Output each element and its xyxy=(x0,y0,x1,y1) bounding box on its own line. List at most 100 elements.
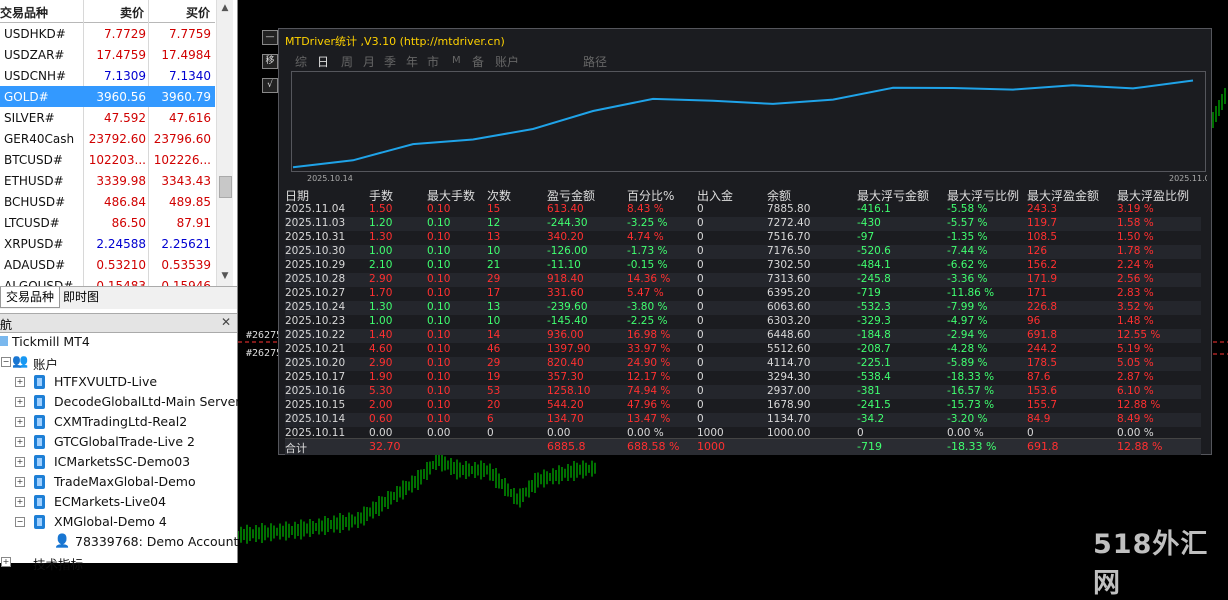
collapse-icon[interactable]: − xyxy=(15,517,25,527)
table-cell: 0 xyxy=(697,385,704,397)
table-cell: 0.00 xyxy=(547,427,571,439)
balance-curve: 2025.10.14 2025.11.04 xyxy=(291,71,1207,183)
nav-monthly[interactable]: 月 xyxy=(363,55,376,69)
table-cell: 2025.10.28 xyxy=(285,273,346,285)
close-icon[interactable]: ✕ xyxy=(220,315,231,329)
move-button[interactable]: 移 xyxy=(262,54,278,69)
table-cell: 2025.10.20 xyxy=(285,357,346,369)
table-cell: -6.62 % xyxy=(947,259,988,271)
expand-icon[interactable]: + xyxy=(15,457,25,467)
check-button[interactable]: √ xyxy=(262,78,278,93)
market-watch-row[interactable]: XRPUSD# 2.24588 2.25621 xyxy=(0,233,215,254)
market-watch-row[interactable]: LTCUSD# 86.50 87.91 xyxy=(0,212,215,233)
table-cell: 74.94 % xyxy=(627,385,671,397)
table-cell: 1258.10 xyxy=(547,385,591,397)
table-cell: 244.2 xyxy=(1027,343,1058,355)
scroll-thumb[interactable] xyxy=(219,176,232,198)
market-watch-row[interactable]: BTCUSD# 102203... 102226... xyxy=(0,149,215,170)
nav-backup[interactable]: 备 xyxy=(472,55,485,69)
bid-price: 7.1309 xyxy=(104,69,146,83)
table-cell: -5.57 % xyxy=(947,217,988,229)
table-cell: -2.94 % xyxy=(947,329,988,341)
nav-market[interactable]: 市 xyxy=(427,55,440,69)
navigator-title: 航 xyxy=(0,318,13,332)
expand-icon[interactable]: + xyxy=(15,397,25,407)
nav-weekly[interactable]: 周 xyxy=(341,55,354,69)
nav-path[interactable]: 路径 xyxy=(583,55,608,69)
market-watch-row[interactable]: ETHUSD# 3339.98 3343.43 xyxy=(0,170,215,191)
market-watch-row[interactable]: GER40Cash 23792.60 23796.60 xyxy=(0,128,215,149)
table-cell: -16.57 % xyxy=(947,385,995,397)
table-cell: 0.00 xyxy=(427,427,451,439)
tab-tick-chart[interactable]: 即时图 xyxy=(63,290,100,304)
navigator-titlebar: 航 ✕ xyxy=(0,313,237,333)
table-cell: -241.5 xyxy=(857,399,891,411)
table-cell: -2.25 % xyxy=(627,315,668,327)
market-watch-row[interactable]: USDHKD# 7.7729 7.7759 xyxy=(0,23,215,44)
table-cell: 19 xyxy=(487,371,501,383)
table-cell: -11.10 xyxy=(547,259,581,271)
ask-price: 2.25621 xyxy=(161,237,211,251)
market-watch-scrollbar[interactable]: ▲ ▼ xyxy=(216,0,233,286)
scroll-up-icon[interactable]: ▲ xyxy=(221,3,229,13)
symbol-name: ETHUSD# xyxy=(4,174,64,188)
collapse-icon[interactable]: − xyxy=(1,357,11,367)
symbol-column-header[interactable]: 交易品种 xyxy=(0,6,49,20)
expand-icon[interactable]: + xyxy=(15,417,25,427)
nav-quarterly[interactable]: 季 xyxy=(384,55,397,69)
table-row: 2025.10.24 1.30 0.10 13 -239.60 -3.80 % 0 6063.… xyxy=(285,301,1201,315)
nav-m[interactable]: M xyxy=(452,55,461,66)
nav-account[interactable]: 账户 xyxy=(495,55,520,69)
nav-daily[interactable]: 日 xyxy=(317,55,330,69)
minimize-button[interactable]: — xyxy=(262,30,278,45)
table-cell: 14 xyxy=(487,329,501,341)
scroll-down-icon[interactable]: ▼ xyxy=(221,271,229,281)
bid-column-header[interactable]: 卖价 xyxy=(120,6,145,20)
table-cell: -145.40 xyxy=(547,315,588,327)
nav-summary[interactable]: 综 xyxy=(295,55,308,69)
ask-price: 102226... xyxy=(153,153,211,167)
nav-yearly[interactable]: 年 xyxy=(406,55,419,69)
market-watch-row[interactable]: USDCNH# 7.1309 7.1340 xyxy=(0,65,215,86)
column-divider xyxy=(83,0,84,286)
table-cell: 13.47 % xyxy=(627,413,671,425)
column-header: 出入金 xyxy=(697,189,734,203)
symbol-name: BTCUSD# xyxy=(4,153,63,167)
table-cell: 0 xyxy=(697,287,704,299)
table-cell: 6395.20 xyxy=(767,287,811,299)
bid-price: 3960.56 xyxy=(96,90,146,104)
table-cell: 6303.20 xyxy=(767,315,811,327)
table-row: 2025.10.28 2.90 0.10 29 918.40 14.36 % 0 7313.6… xyxy=(285,273,1201,287)
expand-icon[interactable]: + xyxy=(15,477,25,487)
table-cell: 7885.80 xyxy=(767,203,811,215)
table-cell: 0 xyxy=(697,203,704,215)
table-cell: 5512.60 xyxy=(767,343,811,355)
market-watch-row[interactable]: USDZAR# 17.4759 17.4984 xyxy=(0,44,215,65)
table-cell: -97 xyxy=(857,231,875,243)
expand-icon[interactable]: + xyxy=(15,377,25,387)
expand-icon[interactable]: + xyxy=(15,437,25,447)
table-cell: 12.88 % xyxy=(1117,399,1161,411)
table-cell: 96 xyxy=(1027,315,1041,327)
expand-icon[interactable]: + xyxy=(1,557,11,567)
table-cell: 243.3 xyxy=(1027,203,1058,215)
table-cell: 936.00 xyxy=(547,329,584,341)
table-cell: 0.00 % xyxy=(627,427,664,439)
market-watch-row[interactable]: GOLD# 3960.56 3960.79 xyxy=(0,86,215,107)
table-cell: 108.5 xyxy=(1027,231,1058,243)
table-cell: -7.44 % xyxy=(947,245,988,257)
table-row: 2025.10.16 5.30 0.10 53 1258.10 74.94 % 0 2937.… xyxy=(285,385,1201,399)
expand-icon[interactable]: + xyxy=(15,497,25,507)
market-watch-row[interactable]: SILVER# 47.592 47.616 xyxy=(0,107,215,128)
ask-column-header[interactable]: 买价 xyxy=(186,6,211,20)
table-cell: 8.49 % xyxy=(1117,413,1154,425)
table-row: 2025.10.17 1.90 0.10 19 357.30 12.17 % 0 3294.3… xyxy=(285,371,1201,385)
table-cell: 0.10 xyxy=(427,357,451,369)
server-icon xyxy=(34,495,45,509)
tab-symbols[interactable]: 交易品种 xyxy=(0,287,61,308)
market-watch-row[interactable]: BCHUSD# 486.84 489.85 xyxy=(0,191,215,212)
table-cell: 2.24 % xyxy=(1117,259,1154,271)
bid-price: 0.53210 xyxy=(96,258,146,272)
market-watch-row[interactable]: ADAUSD# 0.53210 0.53539 xyxy=(0,254,215,275)
table-cell: -244.30 xyxy=(547,217,588,229)
